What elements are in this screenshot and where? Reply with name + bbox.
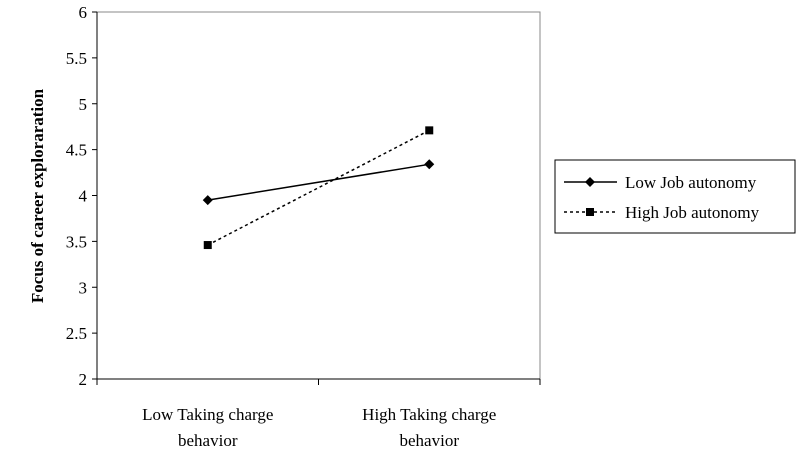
x-tick-label: High Taking charge behavior bbox=[362, 405, 496, 450]
y-tick-label: 5.5 bbox=[66, 49, 87, 68]
chart-axes bbox=[96, 11, 541, 380]
y-axis-ticks: 2 2.5 3 3.5 4 4.5 5 5.5 6 bbox=[66, 3, 97, 389]
y-tick-label: 4 bbox=[79, 187, 88, 206]
x-tick-label: Low Taking charge behavior bbox=[142, 405, 273, 450]
legend-marker bbox=[585, 177, 595, 187]
y-tick-label: 3 bbox=[79, 278, 88, 297]
legend-marker bbox=[586, 208, 594, 216]
series-line bbox=[207, 163, 430, 201]
y-tick-label: 6 bbox=[79, 3, 88, 22]
y-tick-label: 2 bbox=[79, 370, 88, 389]
y-tick-label: 2.5 bbox=[66, 324, 87, 343]
chart-legend: Low Job autonomy High Job autonomy bbox=[554, 159, 796, 234]
y-tick-label: 5 bbox=[79, 95, 88, 114]
legend-entry: High Job autonomy bbox=[564, 203, 760, 222]
series-line bbox=[207, 129, 430, 246]
legend-box bbox=[554, 159, 796, 234]
legend-label: Low Job autonomy bbox=[625, 173, 757, 192]
data-point bbox=[425, 126, 434, 135]
data-point bbox=[203, 241, 212, 250]
chart-series bbox=[202, 126, 435, 250]
legend-entry: Low Job autonomy bbox=[564, 173, 757, 192]
plot-area bbox=[96, 11, 541, 380]
y-axis-label: Focus of career exploraration bbox=[28, 88, 47, 303]
series-high-job-autonomy bbox=[203, 126, 434, 250]
y-tick-label: 3.5 bbox=[66, 232, 87, 251]
series-low-job-autonomy bbox=[202, 159, 435, 206]
x-axis-ticks: Low Taking charge behavior High Taking cha… bbox=[96, 379, 541, 450]
data-point bbox=[202, 195, 213, 206]
legend-label: High Job autonomy bbox=[625, 203, 760, 222]
y-tick-label: 4.5 bbox=[66, 141, 87, 160]
data-point bbox=[424, 159, 435, 170]
